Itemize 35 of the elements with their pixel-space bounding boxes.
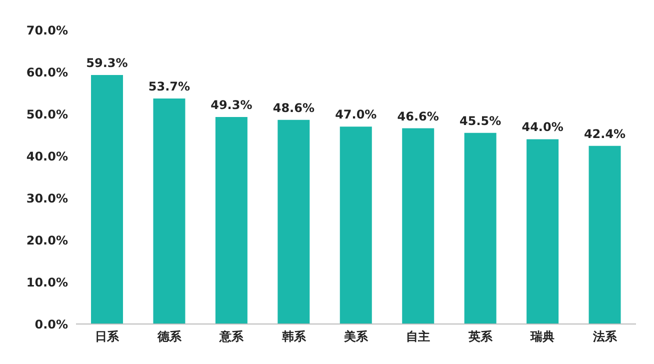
x-tick-label: 英系	[467, 330, 494, 344]
x-tick-label: 日系	[95, 330, 120, 344]
bar	[215, 116, 248, 324]
y-tick-label: 70.0%	[26, 23, 68, 38]
y-tick-label: 50.0%	[26, 107, 68, 122]
bar	[526, 139, 559, 324]
bar	[91, 74, 123, 324]
x-tick-label: 瑞典	[530, 330, 555, 344]
bar	[278, 120, 310, 324]
bar	[340, 126, 372, 324]
y-tick-label: 30.0%	[26, 191, 68, 206]
x-tick-label: 美系	[343, 330, 369, 344]
y-tick-label: 40.0%	[26, 149, 68, 164]
x-tick-label: 自主	[406, 330, 430, 344]
data-label: 42.4%	[584, 126, 626, 141]
data-label: 44.0%	[522, 120, 564, 134]
x-tick-label: 法系	[592, 330, 618, 344]
data-label: 48.6%	[272, 100, 314, 115]
x-tick-label: 意系	[218, 330, 245, 344]
bar	[464, 132, 496, 324]
y-tick-label: 10.0%	[26, 275, 68, 290]
bar	[153, 98, 186, 324]
x-tick-label: 韩系	[280, 330, 307, 344]
data-label: 59.3%	[86, 56, 128, 70]
bar	[588, 146, 621, 324]
data-label: 47.0%	[335, 108, 377, 122]
y-tick-label: 20.0%	[26, 233, 68, 248]
data-label: 49.3%	[210, 98, 252, 112]
x-tick-label: 德系	[156, 330, 182, 344]
data-label: 45.5%	[460, 114, 502, 128]
y-tick-label: 0.0%	[34, 317, 68, 332]
data-label: 53.7%	[148, 79, 190, 94]
bar	[402, 128, 434, 324]
data-label: 46.6%	[397, 109, 439, 124]
y-tick-label: 60.0%	[26, 65, 68, 80]
